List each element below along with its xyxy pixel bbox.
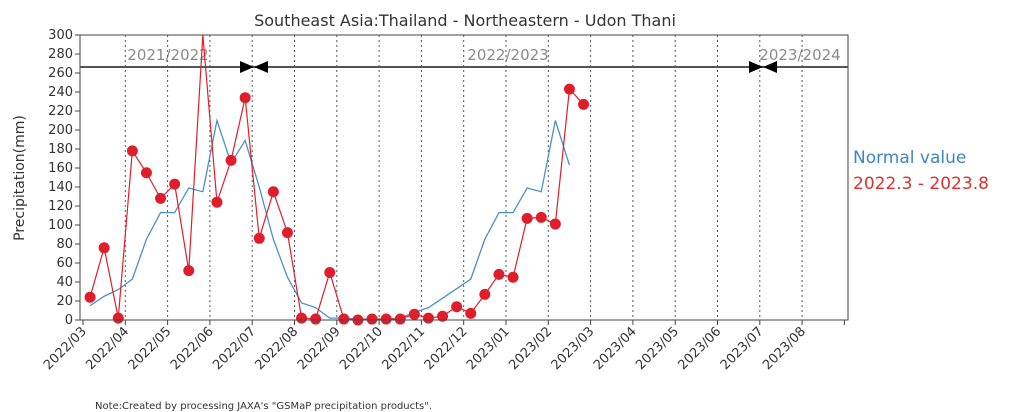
observed-point bbox=[549, 218, 561, 230]
x-tick-label: 2022/03 bbox=[41, 324, 90, 373]
chart-title: Southeast Asia:Thailand - Northeastern -… bbox=[254, 11, 676, 30]
series-normal-value bbox=[89, 117, 571, 320]
x-tick-label: 2022/04 bbox=[83, 324, 132, 373]
observed-point bbox=[155, 192, 167, 204]
observed-point bbox=[140, 167, 152, 179]
observed-point bbox=[267, 186, 279, 198]
observed-point bbox=[507, 271, 519, 283]
observed-point bbox=[437, 310, 449, 322]
observed-point bbox=[296, 312, 308, 324]
season-label-2: 2022/2023 bbox=[467, 46, 548, 64]
y-tick-label: 60 bbox=[56, 256, 73, 271]
y-tick-label: 300 bbox=[48, 28, 73, 43]
legend-normal-value: Normal value bbox=[853, 148, 966, 168]
x-tick-label: 2023/04 bbox=[591, 324, 640, 373]
y-tick-label: 260 bbox=[48, 66, 73, 81]
observed-point bbox=[394, 313, 406, 325]
observed-point bbox=[451, 301, 463, 313]
observed-point bbox=[493, 268, 505, 280]
x-tick-label: 2023/08 bbox=[760, 324, 809, 373]
y-tick-label: 180 bbox=[48, 142, 73, 157]
observed-point bbox=[422, 312, 434, 324]
observed-point bbox=[563, 83, 575, 95]
y-tick-label: 160 bbox=[48, 161, 73, 176]
y-tick-label: 100 bbox=[48, 218, 73, 233]
x-tick-label: 2022/10 bbox=[337, 324, 386, 373]
observed-point bbox=[84, 291, 96, 303]
legend-observed-period: 2022.3 - 2023.8 bbox=[853, 174, 989, 194]
y-tick-label: 0 bbox=[65, 313, 73, 328]
x-tick-label: 2022/09 bbox=[295, 324, 344, 373]
x-tick-label: 2023/07 bbox=[718, 324, 767, 373]
observed-point bbox=[465, 307, 477, 319]
y-tick-label: 140 bbox=[48, 180, 73, 195]
observed-point bbox=[98, 242, 110, 254]
vertical-gridlines bbox=[124, 35, 803, 320]
observed-point bbox=[535, 211, 547, 223]
series-observed bbox=[84, 34, 590, 326]
observed-point bbox=[253, 232, 265, 244]
observed-point bbox=[211, 196, 223, 208]
x-tick-label: 2023/03 bbox=[549, 324, 598, 373]
x-axis: 2022/032022/042022/052022/062022/072022/… bbox=[41, 320, 845, 373]
observed-point bbox=[126, 145, 138, 157]
x-tick-label: 2023/06 bbox=[676, 324, 725, 373]
observed-point bbox=[225, 154, 237, 166]
y-tick-label: 40 bbox=[56, 275, 73, 290]
observed-point bbox=[578, 98, 590, 110]
observed-point bbox=[479, 288, 491, 300]
x-tick-label: 2023/02 bbox=[506, 324, 555, 373]
observed-point bbox=[380, 313, 392, 325]
source-note: Note:Created by processing JAXA's "GSMaP… bbox=[95, 401, 432, 412]
x-tick-label: 2022/11 bbox=[379, 324, 428, 373]
y-axis: 0 20 40 60 80 100 120 140 160 180 200 220 240 260 280 3… bbox=[48, 28, 80, 328]
x-tick-label: 2022/05 bbox=[126, 324, 175, 373]
season-boundary-marker-1 bbox=[240, 61, 268, 73]
observed-point bbox=[183, 265, 195, 277]
x-tick-label: 2022/12 bbox=[422, 324, 471, 373]
observed-point bbox=[338, 313, 350, 325]
y-tick-label: 240 bbox=[48, 85, 73, 100]
x-tick-label: 2023/05 bbox=[633, 324, 682, 373]
observed-point bbox=[408, 308, 420, 320]
y-tick-label: 20 bbox=[56, 294, 73, 309]
observed-point bbox=[112, 312, 124, 324]
y-tick-label: 220 bbox=[48, 104, 73, 119]
plot-frame bbox=[79, 34, 849, 321]
normal-value-line bbox=[89, 117, 571, 320]
y-axis-label: Precipitation(mm) bbox=[12, 115, 28, 241]
x-tick-label: 2023/01 bbox=[464, 324, 513, 373]
y-tick-label: 120 bbox=[48, 199, 73, 214]
season-boundary-marker-2 bbox=[749, 61, 777, 73]
y-tick-label: 280 bbox=[48, 47, 73, 62]
observed-point bbox=[324, 267, 336, 278]
observed-point bbox=[169, 178, 181, 190]
observed-point bbox=[239, 92, 251, 104]
x-tick-label: 2022/08 bbox=[253, 324, 302, 373]
observed-point bbox=[281, 227, 293, 239]
x-tick-label: 2022/06 bbox=[168, 324, 217, 373]
season-label-3: 2023/2024 bbox=[759, 46, 840, 64]
observed-point bbox=[521, 212, 533, 224]
observed-point bbox=[366, 313, 378, 325]
observed-point bbox=[310, 313, 322, 325]
x-tick-label: 2022/07 bbox=[210, 324, 259, 373]
y-tick-label: 80 bbox=[56, 237, 73, 252]
y-tick-label: 200 bbox=[48, 123, 73, 138]
